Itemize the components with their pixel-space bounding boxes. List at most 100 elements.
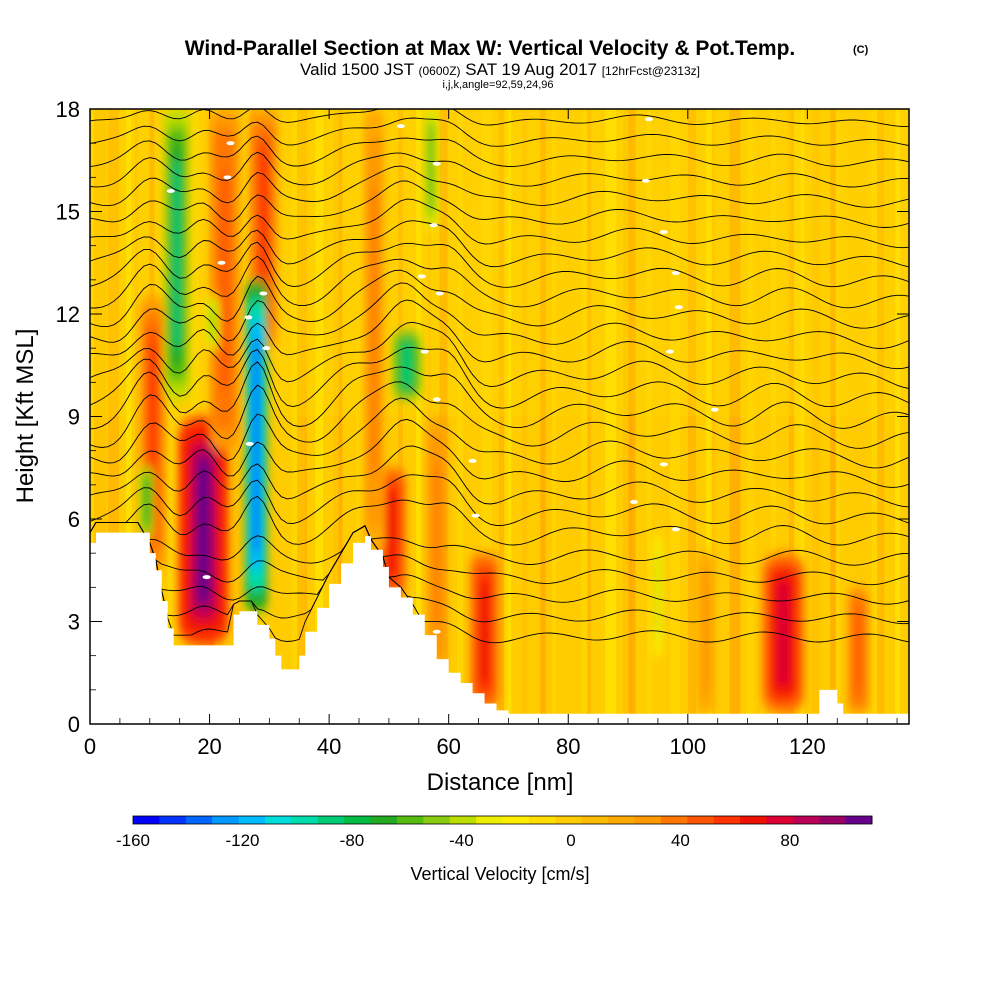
updraft-core: [778, 582, 789, 685]
field-streak: [397, 109, 403, 724]
field-streak: [333, 109, 340, 724]
field-streak: [605, 109, 617, 724]
subtitle-forecast: [12hrFcst@2313z]: [602, 64, 700, 78]
colorbar-swatch: [185, 816, 213, 824]
y-axis-label: Height [Kft MSL]: [12, 329, 39, 504]
field-streak: [107, 109, 119, 724]
contour-label-marker: [641, 178, 650, 183]
isentrope-line: [90, 361, 909, 430]
contour-label-marker: [630, 499, 639, 504]
contour-label-marker: [671, 271, 680, 275]
isentrope-line: [90, 521, 909, 644]
colorbar-swatch: [238, 816, 266, 824]
isentrope-line: [90, 321, 909, 389]
contour-label-marker: [468, 458, 477, 463]
y-tick-label: 9: [68, 405, 80, 430]
field-streak: [830, 109, 837, 724]
colorbar-tick-label: -40: [449, 831, 474, 850]
colorbar-tick-label: 40: [671, 831, 690, 850]
colorbar-swatch: [660, 816, 688, 824]
isentrope-line: [90, 474, 909, 526]
updraft-core: [259, 152, 267, 306]
x-tick-label: 60: [436, 734, 460, 759]
colorbar-swatch: [581, 816, 609, 824]
field-streak: [646, 109, 652, 724]
colorbar-swatch: [449, 816, 477, 824]
isentrope-line: [90, 198, 909, 249]
field-streak: [669, 109, 680, 724]
isentrope-line: [90, 117, 909, 147]
isentrope-line: [90, 381, 909, 449]
updraft-core: [703, 582, 708, 685]
colorbar-swatch: [344, 816, 372, 824]
field-streak: [628, 109, 636, 724]
field-streak: [522, 109, 528, 724]
contour-label-marker: [217, 260, 226, 265]
field-streak: [131, 109, 139, 724]
colorbar-swatch: [740, 816, 767, 824]
isentrope-line: [90, 299, 909, 370]
field-streak: [125, 109, 135, 724]
x-tick-label: 100: [669, 734, 706, 759]
isentrope-line: [90, 397, 909, 469]
field-streak: [190, 109, 199, 724]
downdraft-core: [173, 161, 180, 348]
field-streak: [563, 109, 572, 724]
isentrope-line: [90, 241, 909, 288]
field-streak: [587, 109, 592, 724]
downdraft-core: [210, 306, 215, 339]
colorbar-swatch: [555, 816, 583, 824]
contour-label-marker: [674, 305, 683, 310]
contour-label-marker: [244, 315, 253, 320]
axes: 0 20 40 60 80 100 120 0 3 6 9 12 15 18: [56, 97, 909, 759]
isentrope-line: [90, 180, 909, 228]
x-tick-label: 80: [556, 734, 580, 759]
downdraft-core: [403, 343, 411, 388]
colorbar-swatch: [370, 816, 398, 824]
contour-label-marker: [417, 274, 426, 279]
field-streak: [770, 109, 776, 724]
chart-subtitle-indices: i,j,k,angle=92,59,24,96: [442, 79, 553, 91]
field-streak: [457, 109, 464, 724]
field-streak: [705, 109, 712, 724]
field-streak: [581, 109, 588, 724]
colorbar-swatch: [713, 816, 741, 824]
field-streak: [498, 109, 508, 724]
isentrope-line: [90, 282, 909, 349]
velocity-cores: [139, 109, 869, 714]
field-streak: [687, 109, 696, 724]
field-streak: [356, 109, 368, 724]
field-streak: [812, 109, 821, 724]
contour-label-marker: [435, 291, 444, 296]
colorbar-swatch: [291, 816, 319, 824]
x-tick-label: 0: [84, 734, 96, 759]
chart-title: Wind-Parallel Section at Max W: Vertical…: [185, 37, 796, 60]
isentrope-line: [90, 109, 909, 128]
contour-label-marker: [429, 223, 438, 228]
x-axis-label: Distance [nm]: [427, 769, 574, 796]
colorbar: -160 -120 -80 -40 0 40 80: [116, 815, 873, 850]
colorbar-swatch: [634, 816, 662, 824]
field-streak: [877, 109, 885, 724]
y-tick-label: 12: [56, 302, 80, 327]
contour-label-marker: [671, 527, 680, 532]
field-streak: [338, 109, 343, 724]
isentrope-line: [90, 151, 909, 188]
x-tick-label: 40: [317, 734, 341, 759]
contour-label-marker: [245, 441, 254, 446]
updraft-core: [220, 170, 229, 390]
field-streak: [794, 109, 805, 724]
field-streak: [297, 109, 308, 724]
contour-label-marker: [432, 629, 441, 634]
field-streak: [480, 109, 492, 724]
colorbar-swatch: [476, 816, 503, 824]
colorbar-swatch: [687, 816, 715, 824]
subtitle-zulu: (0600Z): [419, 64, 461, 78]
chart-subtitle: Valid 1500 JST (0600Z) SAT 19 Aug 2017 […: [300, 60, 700, 79]
colorbar-swatch: [133, 816, 160, 824]
colorbar-swatch: [317, 816, 345, 824]
potential-temperature-contours: [90, 109, 909, 644]
colorbar-swatch: [608, 816, 635, 824]
contour-label-marker: [432, 161, 441, 166]
